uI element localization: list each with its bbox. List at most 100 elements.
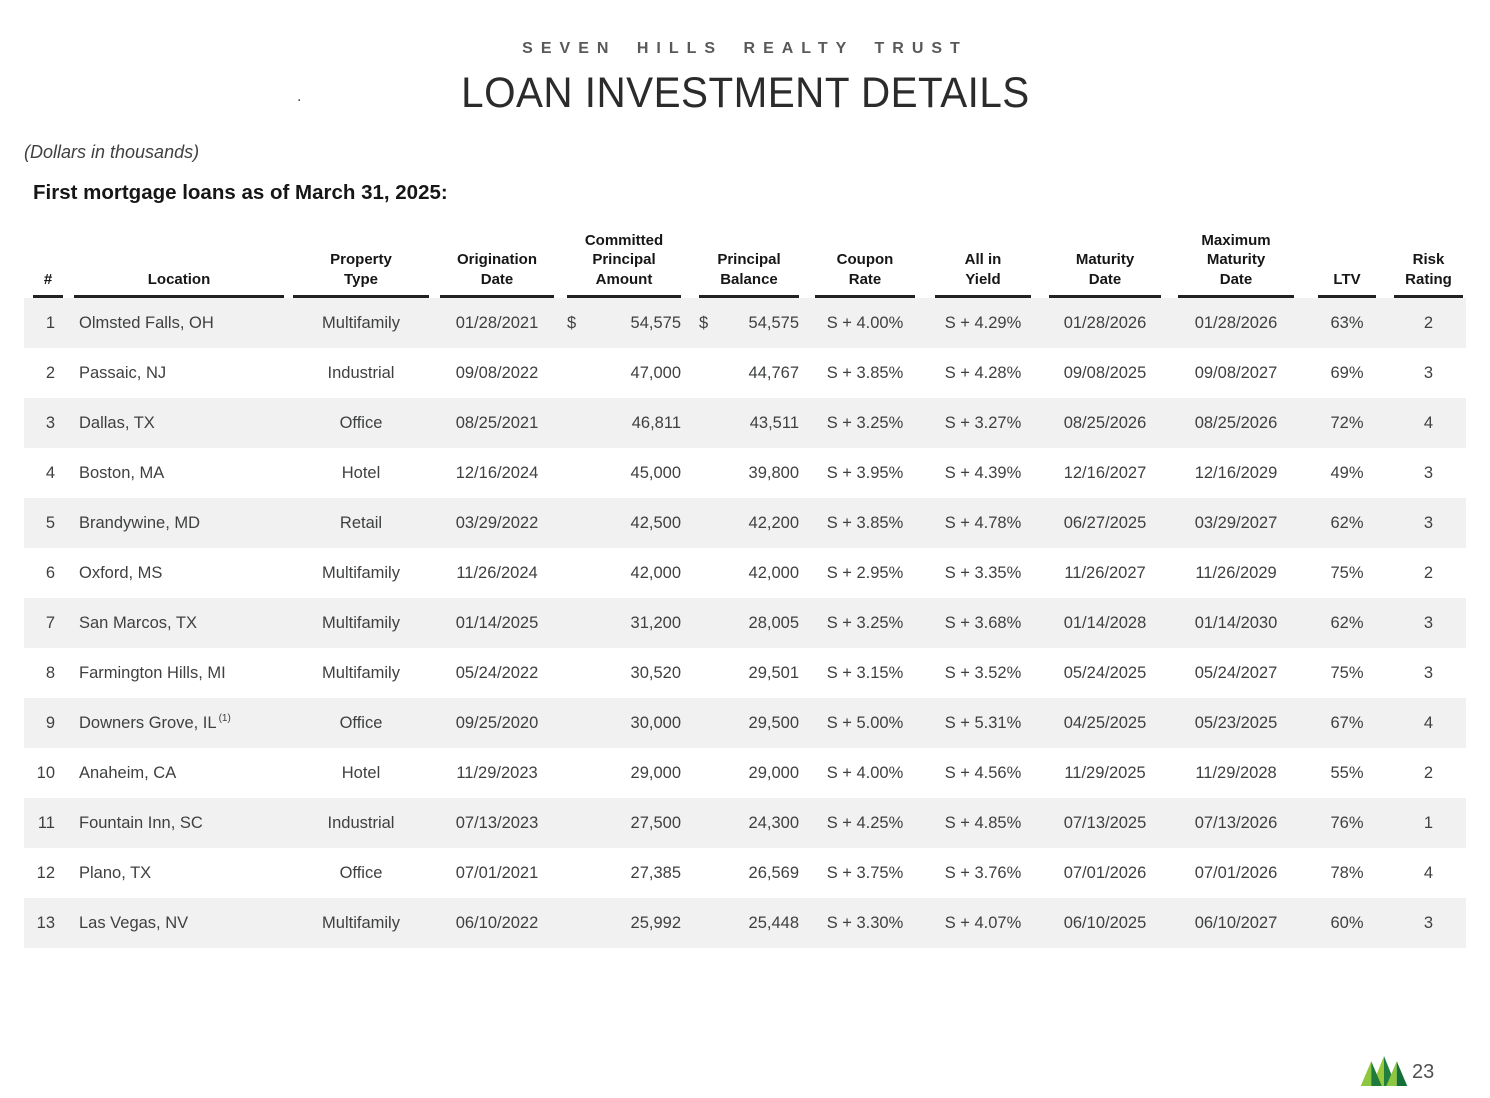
table-row: 4 Boston, MA Hotel 12/16/2024 45,000 39,800 S … [24, 448, 1466, 498]
amount-value: 42,000 [748, 563, 799, 582]
column-header-maxmat: Maximum Maturity Date [1169, 226, 1303, 298]
cell-type: Multifamily [322, 663, 400, 682]
cell-ltv: 67% [1330, 713, 1364, 732]
cell-ltv: 72% [1330, 413, 1364, 432]
cell-maxmat: 01/28/2026 [1194, 313, 1278, 332]
cell-orig: 01/28/2021 [455, 313, 539, 332]
cell-type: Hotel [341, 463, 381, 482]
cell-orig: 01/14/2025 [455, 613, 539, 632]
location-text: Olmsted Falls, OH [79, 313, 214, 332]
cell-location: Olmsted Falls, OH [67, 298, 289, 348]
column-header-risk: Risk Rating [1391, 226, 1466, 298]
amount-value: 29,501 [748, 663, 799, 682]
amount-value: 26,569 [748, 863, 799, 882]
cell-orig: 06/10/2022 [455, 913, 539, 932]
cell-location: Boston, MA [67, 448, 289, 498]
table-row: 1 Olmsted Falls, OH Multifamily 01/28/2021 $… [24, 298, 1466, 348]
amount-value: 27,385 [630, 863, 681, 882]
cell-orig: 07/01/2021 [455, 863, 539, 882]
footnote-marker: (1) [218, 713, 231, 724]
cell-coupon: S + 3.25% [826, 413, 904, 432]
cell-yield: S + 3.76% [944, 863, 1022, 882]
cell-orig: 03/29/2022 [455, 513, 539, 532]
cell-risk: 4 [1423, 863, 1434, 882]
cell-balance: 29,000 [689, 748, 805, 798]
cell-maturity: 05/24/2025 [1063, 663, 1147, 682]
cell-risk: 4 [1423, 713, 1434, 732]
cell-ltv: 55% [1330, 763, 1364, 782]
cell-type: Industrial [327, 363, 395, 382]
cell-num: 8 [45, 663, 55, 682]
column-header-coupon: Coupon Rate [805, 226, 925, 298]
cell-balance: 44,767 [689, 348, 805, 398]
cell-ltv: 49% [1330, 463, 1364, 482]
cell-location: Anaheim, CA [67, 748, 289, 798]
cell-num: 3 [45, 413, 55, 432]
cell-num: 12 [36, 863, 55, 882]
column-header-ltv: LTV [1303, 226, 1391, 298]
cell-yield: S + 3.68% [944, 613, 1022, 632]
cell-num: 13 [36, 913, 55, 932]
cell-balance: 25,448 [689, 898, 805, 948]
location-text: Anaheim, CA [79, 763, 177, 782]
cell-balance: 24,300 [689, 798, 805, 848]
cell-risk: 2 [1423, 763, 1434, 782]
cell-ltv: 75% [1330, 563, 1364, 582]
amount-value: 28,005 [748, 613, 799, 632]
cell-orig: 09/08/2022 [455, 363, 539, 382]
cell-maxmat: 11/26/2029 [1195, 563, 1277, 582]
column-header-orig: Origination Date [433, 226, 561, 298]
amount-value: 45,000 [630, 463, 681, 482]
cell-type: Multifamily [322, 613, 400, 632]
cell-ltv: 69% [1330, 363, 1364, 382]
cell-risk: 3 [1423, 613, 1434, 632]
column-header-label: Maximum Maturity Date [1178, 231, 1294, 298]
column-header-committed: Committed Principal Amount [561, 226, 689, 298]
section-heading: First mortgage loans as of March 31, 202… [33, 181, 448, 204]
cell-yield: S + 3.35% [944, 563, 1022, 582]
cell-committed: 47,000 [561, 348, 689, 398]
table-row: 12 Plano, TX Office 07/01/2021 27,385 26,569 S… [24, 848, 1466, 898]
amount-value: 30,520 [630, 663, 681, 682]
amount-value: 31,200 [630, 613, 681, 632]
column-header-type: Property Type [289, 226, 433, 298]
amount-value: 29,000 [630, 763, 681, 782]
cell-num: 6 [45, 563, 55, 582]
cell-maxmat: 08/25/2026 [1194, 413, 1278, 432]
cell-risk: 4 [1423, 413, 1434, 432]
cell-num: 11 [37, 813, 55, 832]
cell-committed: 42,000 [561, 548, 689, 598]
cell-committed: 27,385 [561, 848, 689, 898]
loan-investment-table: # Location Property Type Origination Date Co… [24, 226, 1466, 948]
table-body: 1 Olmsted Falls, OH Multifamily 01/28/2021 $… [24, 298, 1466, 948]
cell-num: 10 [36, 763, 55, 782]
cell-num: 7 [45, 613, 55, 632]
cell-coupon: S + 3.25% [826, 613, 904, 632]
cell-maxmat: 05/24/2027 [1194, 663, 1278, 682]
amount-value: 29,500 [748, 713, 799, 732]
cell-maxmat: 07/01/2026 [1194, 863, 1278, 882]
cell-maturity: 01/14/2028 [1063, 613, 1147, 632]
dollar-sign: $ [699, 313, 709, 332]
cell-location: Las Vegas, NV [67, 898, 289, 948]
amount-value: 42,000 [630, 563, 681, 582]
cell-risk: 2 [1423, 563, 1434, 582]
table-row: 13 Las Vegas, NV Multifamily 06/10/2022 25,9… [24, 898, 1466, 948]
cell-location: Farmington Hills, MI [67, 648, 289, 698]
cell-ltv: 63% [1330, 313, 1364, 332]
seven-hills-mountains-logo [1360, 1056, 1408, 1086]
cell-yield: S + 4.85% [944, 813, 1022, 832]
column-header-label: Location [74, 270, 284, 298]
column-header-label: LTV [1318, 270, 1376, 298]
cell-balance: 42,000 [689, 548, 805, 598]
cell-risk: 3 [1423, 913, 1434, 932]
cell-ltv: 62% [1330, 613, 1364, 632]
cell-coupon: S + 3.95% [826, 463, 904, 482]
cell-maturity: 07/01/2026 [1063, 863, 1147, 882]
page-title-text: LOAN INVESTMENT DETAILS [460, 69, 1030, 117]
cell-yield: S + 3.27% [944, 413, 1022, 432]
column-header-label: Committed Principal Amount [567, 231, 681, 298]
location-text: Downers Grove, IL [79, 713, 217, 732]
location-text: Farmington Hills, MI [79, 663, 226, 682]
